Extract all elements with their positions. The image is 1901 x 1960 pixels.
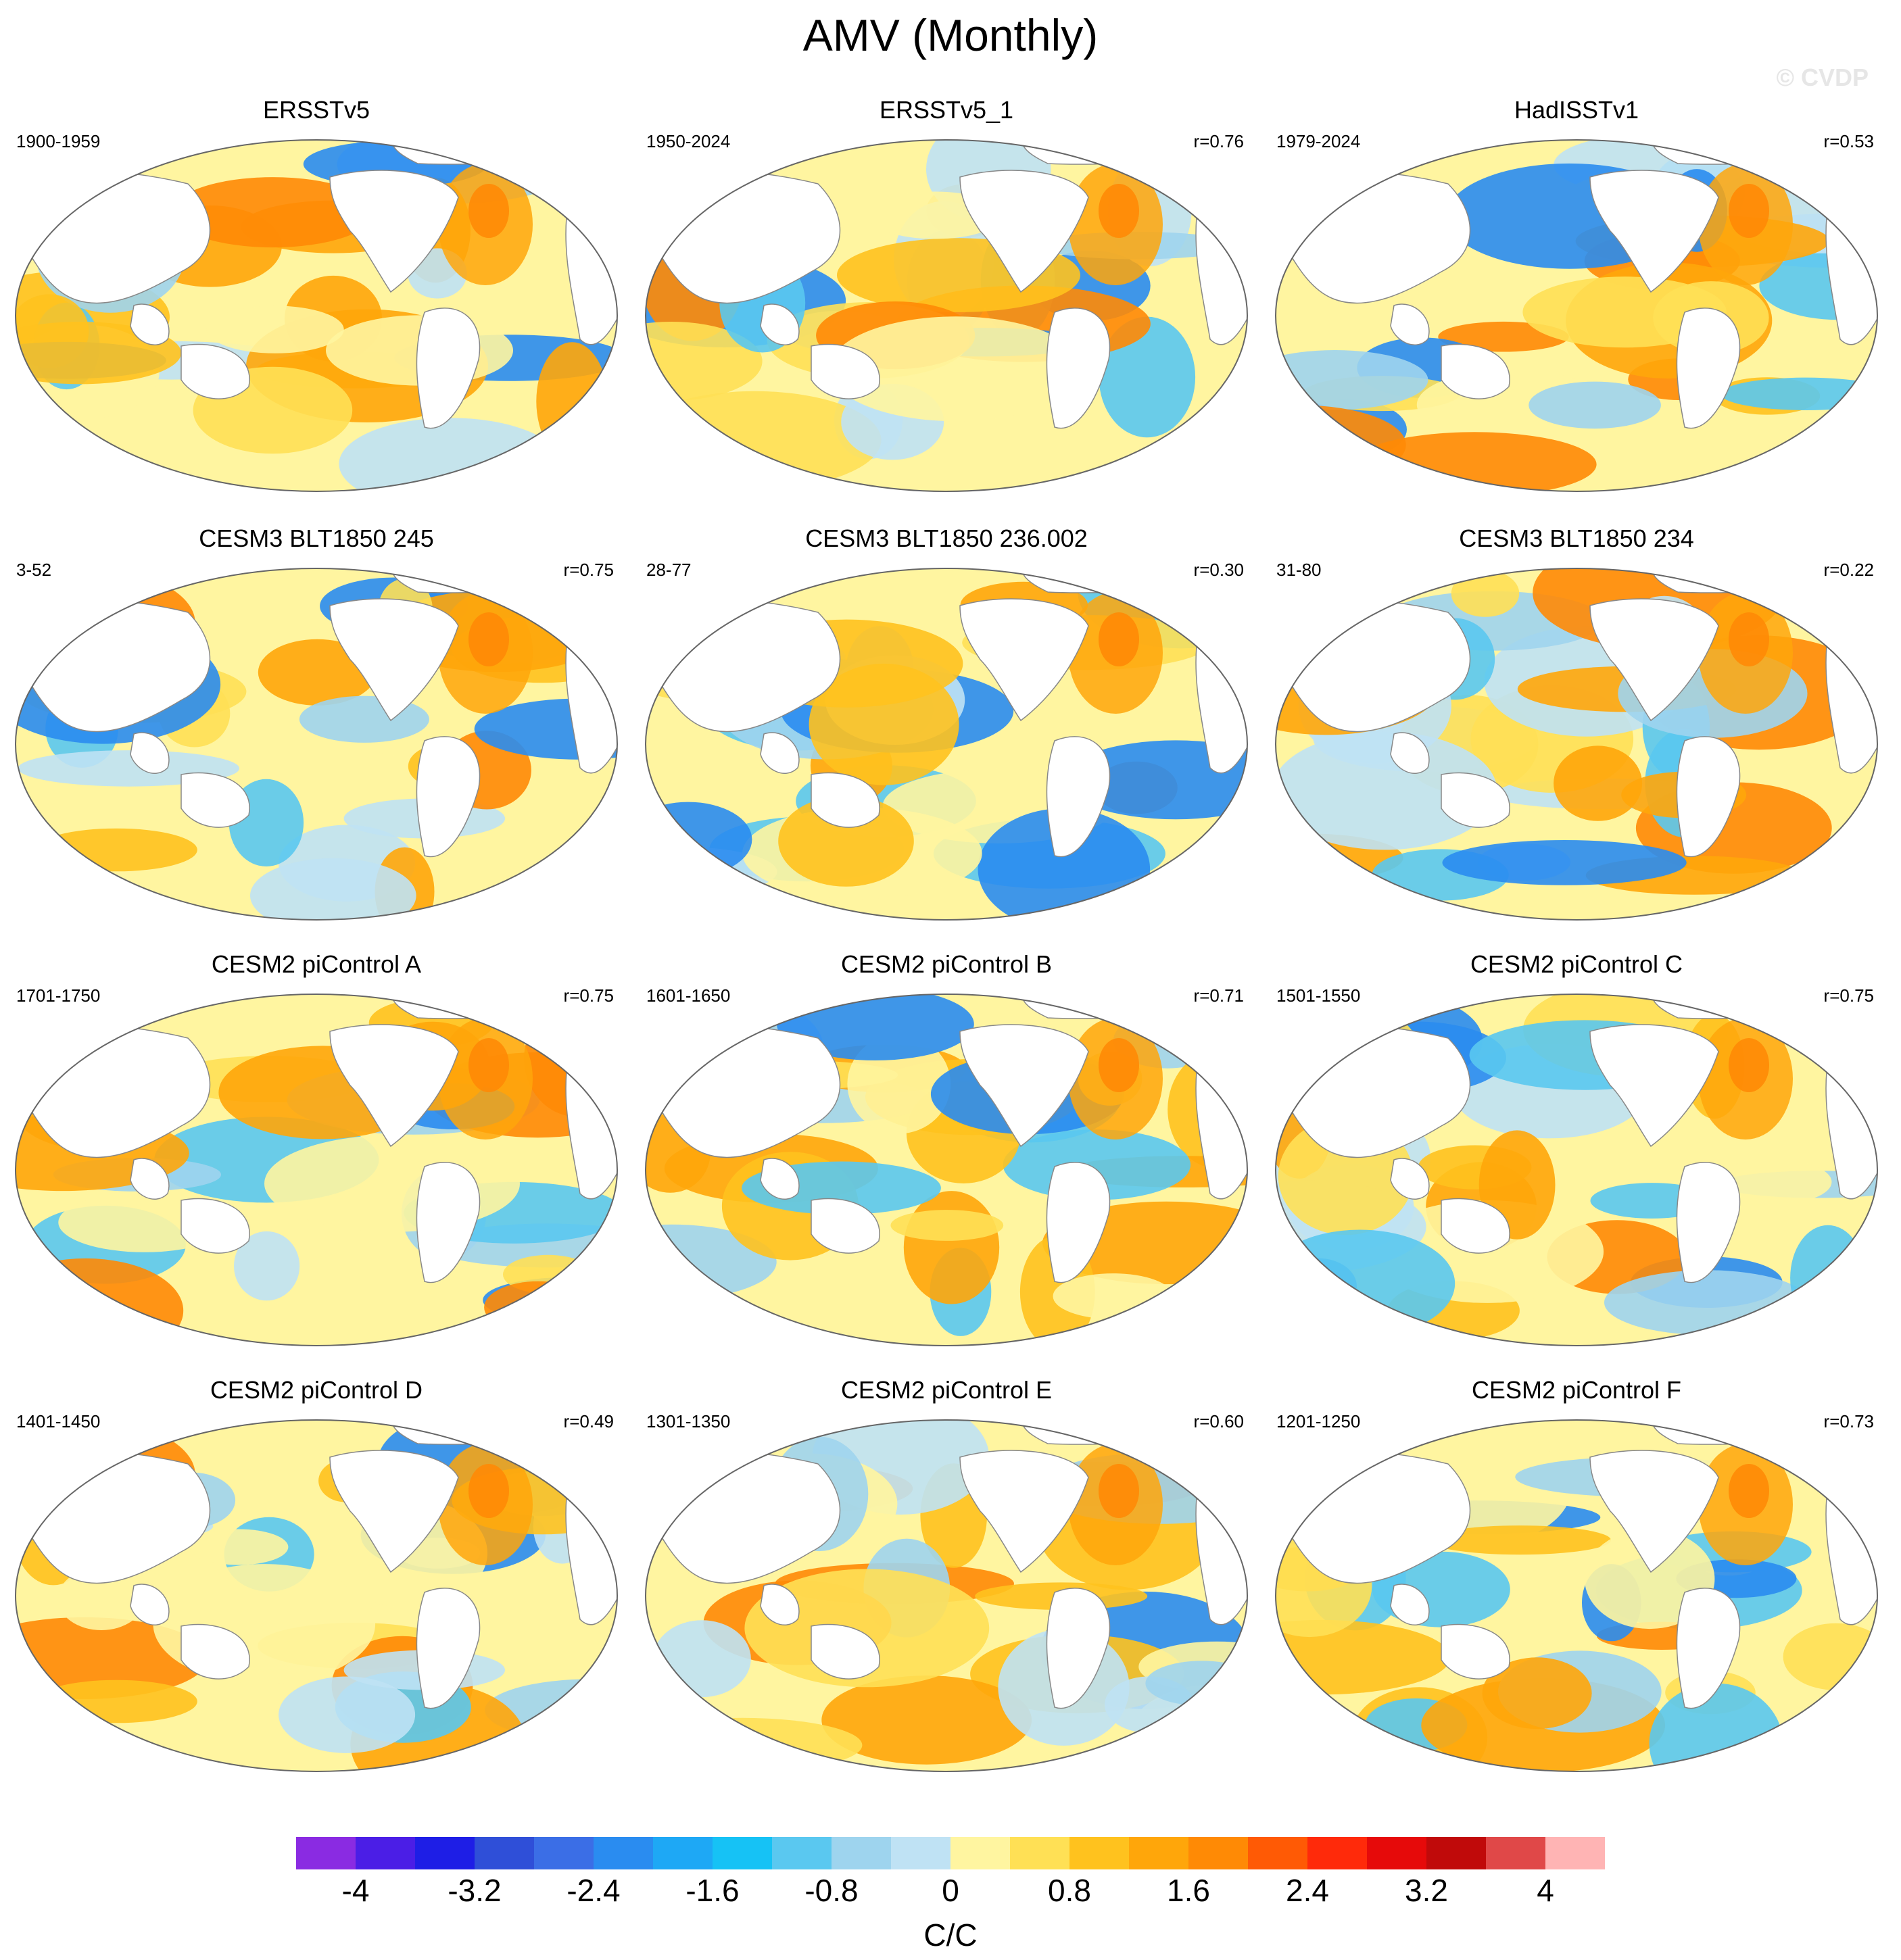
map-panel: ERSSTv5 1900-1959 bbox=[5, 96, 627, 501]
colorbar-swatch bbox=[415, 1837, 475, 1869]
world-map bbox=[15, 139, 618, 492]
colorbar-swatch bbox=[772, 1837, 832, 1869]
panel-period: 28-77 bbox=[646, 560, 692, 580]
panel-title: HadISSTv1 bbox=[1514, 96, 1639, 124]
panel-correlation: r=0.22 bbox=[1823, 560, 1874, 580]
panel-period: 31-80 bbox=[1276, 560, 1322, 580]
colorbar-swatch bbox=[1367, 1837, 1427, 1869]
figure-title: AMV (Monthly) bbox=[802, 10, 1099, 60]
colorbar-tick-label: -0.8 bbox=[804, 1873, 859, 1908]
panel-correlation: r=0.49 bbox=[563, 1411, 614, 1431]
colorbar-swatch bbox=[534, 1837, 594, 1869]
colorbar-swatch bbox=[594, 1837, 654, 1869]
world-map bbox=[15, 568, 618, 921]
colorbar-tick-label: 2.4 bbox=[1286, 1873, 1329, 1908]
world-map bbox=[645, 568, 1248, 921]
world-map bbox=[15, 994, 618, 1346]
map-panel: HadISSTv1 1979-2024 r=0.53 bbox=[1266, 96, 1887, 501]
world-map bbox=[645, 139, 1248, 492]
panel-correlation: r=0.76 bbox=[1193, 131, 1244, 151]
panel-title: ERSSTv5_1 bbox=[879, 96, 1014, 124]
panel-title: CESM3 BLT1850 236.002 bbox=[805, 524, 1088, 552]
map-panel: CESM3 BLT1850 236.002 28-77 r=0.30 bbox=[635, 524, 1257, 930]
panel-title: CESM2 piControl F bbox=[1471, 1376, 1682, 1404]
panel-period: 1501-1550 bbox=[1276, 985, 1361, 1006]
panel-title: CESM2 piControl D bbox=[210, 1376, 423, 1404]
world-map bbox=[1275, 568, 1878, 921]
panel-title: CESM2 piControl B bbox=[840, 950, 1053, 978]
colorbar-swatch bbox=[1010, 1837, 1070, 1869]
colorbar-swatch bbox=[950, 1837, 1011, 1869]
map-panel: CESM2 piControl E 1301-1350 r=0.60 bbox=[635, 1376, 1257, 1782]
map-panel: CESM2 piControl F 1201-1250 r=0.73 bbox=[1266, 1376, 1887, 1782]
world-map bbox=[645, 1419, 1248, 1772]
map-panel: CESM2 piControl C 1501-1550 r=0.75 bbox=[1266, 950, 1887, 1356]
colorbar-tick-label: -4 bbox=[341, 1873, 370, 1908]
colorbar-swatch bbox=[1188, 1837, 1249, 1869]
panel-title: CESM2 piControl C bbox=[1470, 950, 1683, 978]
map-panel: ERSSTv5_1 1950-2024 r=0.76 bbox=[635, 96, 1257, 501]
watermark: © CVDP bbox=[1776, 64, 1869, 91]
panel-period: 1201-1250 bbox=[1276, 1411, 1361, 1431]
colorbar-swatch bbox=[653, 1837, 713, 1869]
panel-period: 3-52 bbox=[16, 560, 52, 580]
colorbar-swatch bbox=[356, 1837, 416, 1869]
panel-title: CESM2 piControl A bbox=[211, 950, 422, 978]
colorbar-swatch bbox=[1426, 1837, 1487, 1869]
panel-correlation: r=0.75 bbox=[563, 560, 614, 580]
world-map bbox=[15, 1419, 618, 1772]
map-panel: CESM2 piControl B 1601-1650 r=0.71 bbox=[635, 950, 1257, 1356]
colorbar-tick-label: -1.6 bbox=[685, 1873, 740, 1908]
panel-period: 1701-1750 bbox=[16, 985, 101, 1006]
world-map bbox=[1275, 139, 1878, 492]
map-panel: CESM2 piControl A 1701-1750 r=0.75 bbox=[5, 950, 627, 1356]
map-panel: CESM3 BLT1850 245 3-52 r=0.75 bbox=[5, 524, 627, 930]
panel-correlation: r=0.75 bbox=[1823, 985, 1874, 1006]
colorbar-tick-label: 0.8 bbox=[1048, 1873, 1091, 1908]
colorbar-tick-label: -3.2 bbox=[448, 1873, 502, 1908]
world-map bbox=[1275, 994, 1878, 1346]
panel-period: 1900-1959 bbox=[16, 131, 101, 151]
map-panel: CESM3 BLT1850 234 31-80 r=0.22 bbox=[1266, 524, 1887, 930]
colorbar-tick-label: 1.6 bbox=[1167, 1873, 1210, 1908]
colorbar-swatch bbox=[713, 1837, 773, 1869]
colorbar bbox=[296, 1837, 1605, 1869]
panel-correlation: r=0.75 bbox=[563, 985, 614, 1006]
colorbar-swatch bbox=[1545, 1837, 1605, 1869]
colorbar-tick-label: 4 bbox=[1537, 1873, 1554, 1908]
colorbar-tick-label: 3.2 bbox=[1405, 1873, 1448, 1908]
colorbar-swatch bbox=[1307, 1837, 1368, 1869]
panel-period: 1979-2024 bbox=[1276, 131, 1361, 151]
panel-correlation: r=0.53 bbox=[1823, 131, 1874, 151]
panel-period: 1301-1350 bbox=[646, 1411, 731, 1431]
colorbar-swatch bbox=[1248, 1837, 1308, 1869]
panel-correlation: r=0.30 bbox=[1193, 560, 1244, 580]
colorbar-swatch bbox=[1486, 1837, 1546, 1869]
world-map bbox=[1275, 1419, 1878, 1772]
world-map bbox=[645, 994, 1248, 1346]
colorbar-swatch bbox=[296, 1837, 356, 1869]
panel-title: CESM3 BLT1850 245 bbox=[199, 524, 434, 552]
map-panel: CESM2 piControl D 1401-1450 r=0.49 bbox=[5, 1376, 627, 1782]
panel-title: ERSSTv5 bbox=[262, 96, 370, 124]
colorbar-swatch bbox=[832, 1837, 892, 1869]
colorbar-swatch bbox=[891, 1837, 951, 1869]
panel-title: CESM2 piControl E bbox=[840, 1376, 1053, 1404]
colorbar-units: C/C bbox=[923, 1917, 978, 1953]
panel-correlation: r=0.60 bbox=[1193, 1411, 1244, 1431]
colorbar-tick-label: -2.4 bbox=[567, 1873, 621, 1908]
colorbar-swatch bbox=[1069, 1837, 1130, 1869]
panel-period: 1950-2024 bbox=[646, 131, 731, 151]
colorbar-swatch bbox=[475, 1837, 535, 1869]
panel-title: CESM3 BLT1850 234 bbox=[1459, 524, 1694, 552]
colorbar-swatch bbox=[1129, 1837, 1189, 1869]
panel-period: 1601-1650 bbox=[646, 985, 731, 1006]
panel-correlation: r=0.71 bbox=[1193, 985, 1244, 1006]
colorbar-tick-label: 0 bbox=[942, 1873, 959, 1908]
panel-period: 1401-1450 bbox=[16, 1411, 101, 1431]
panel-correlation: r=0.73 bbox=[1823, 1411, 1874, 1431]
